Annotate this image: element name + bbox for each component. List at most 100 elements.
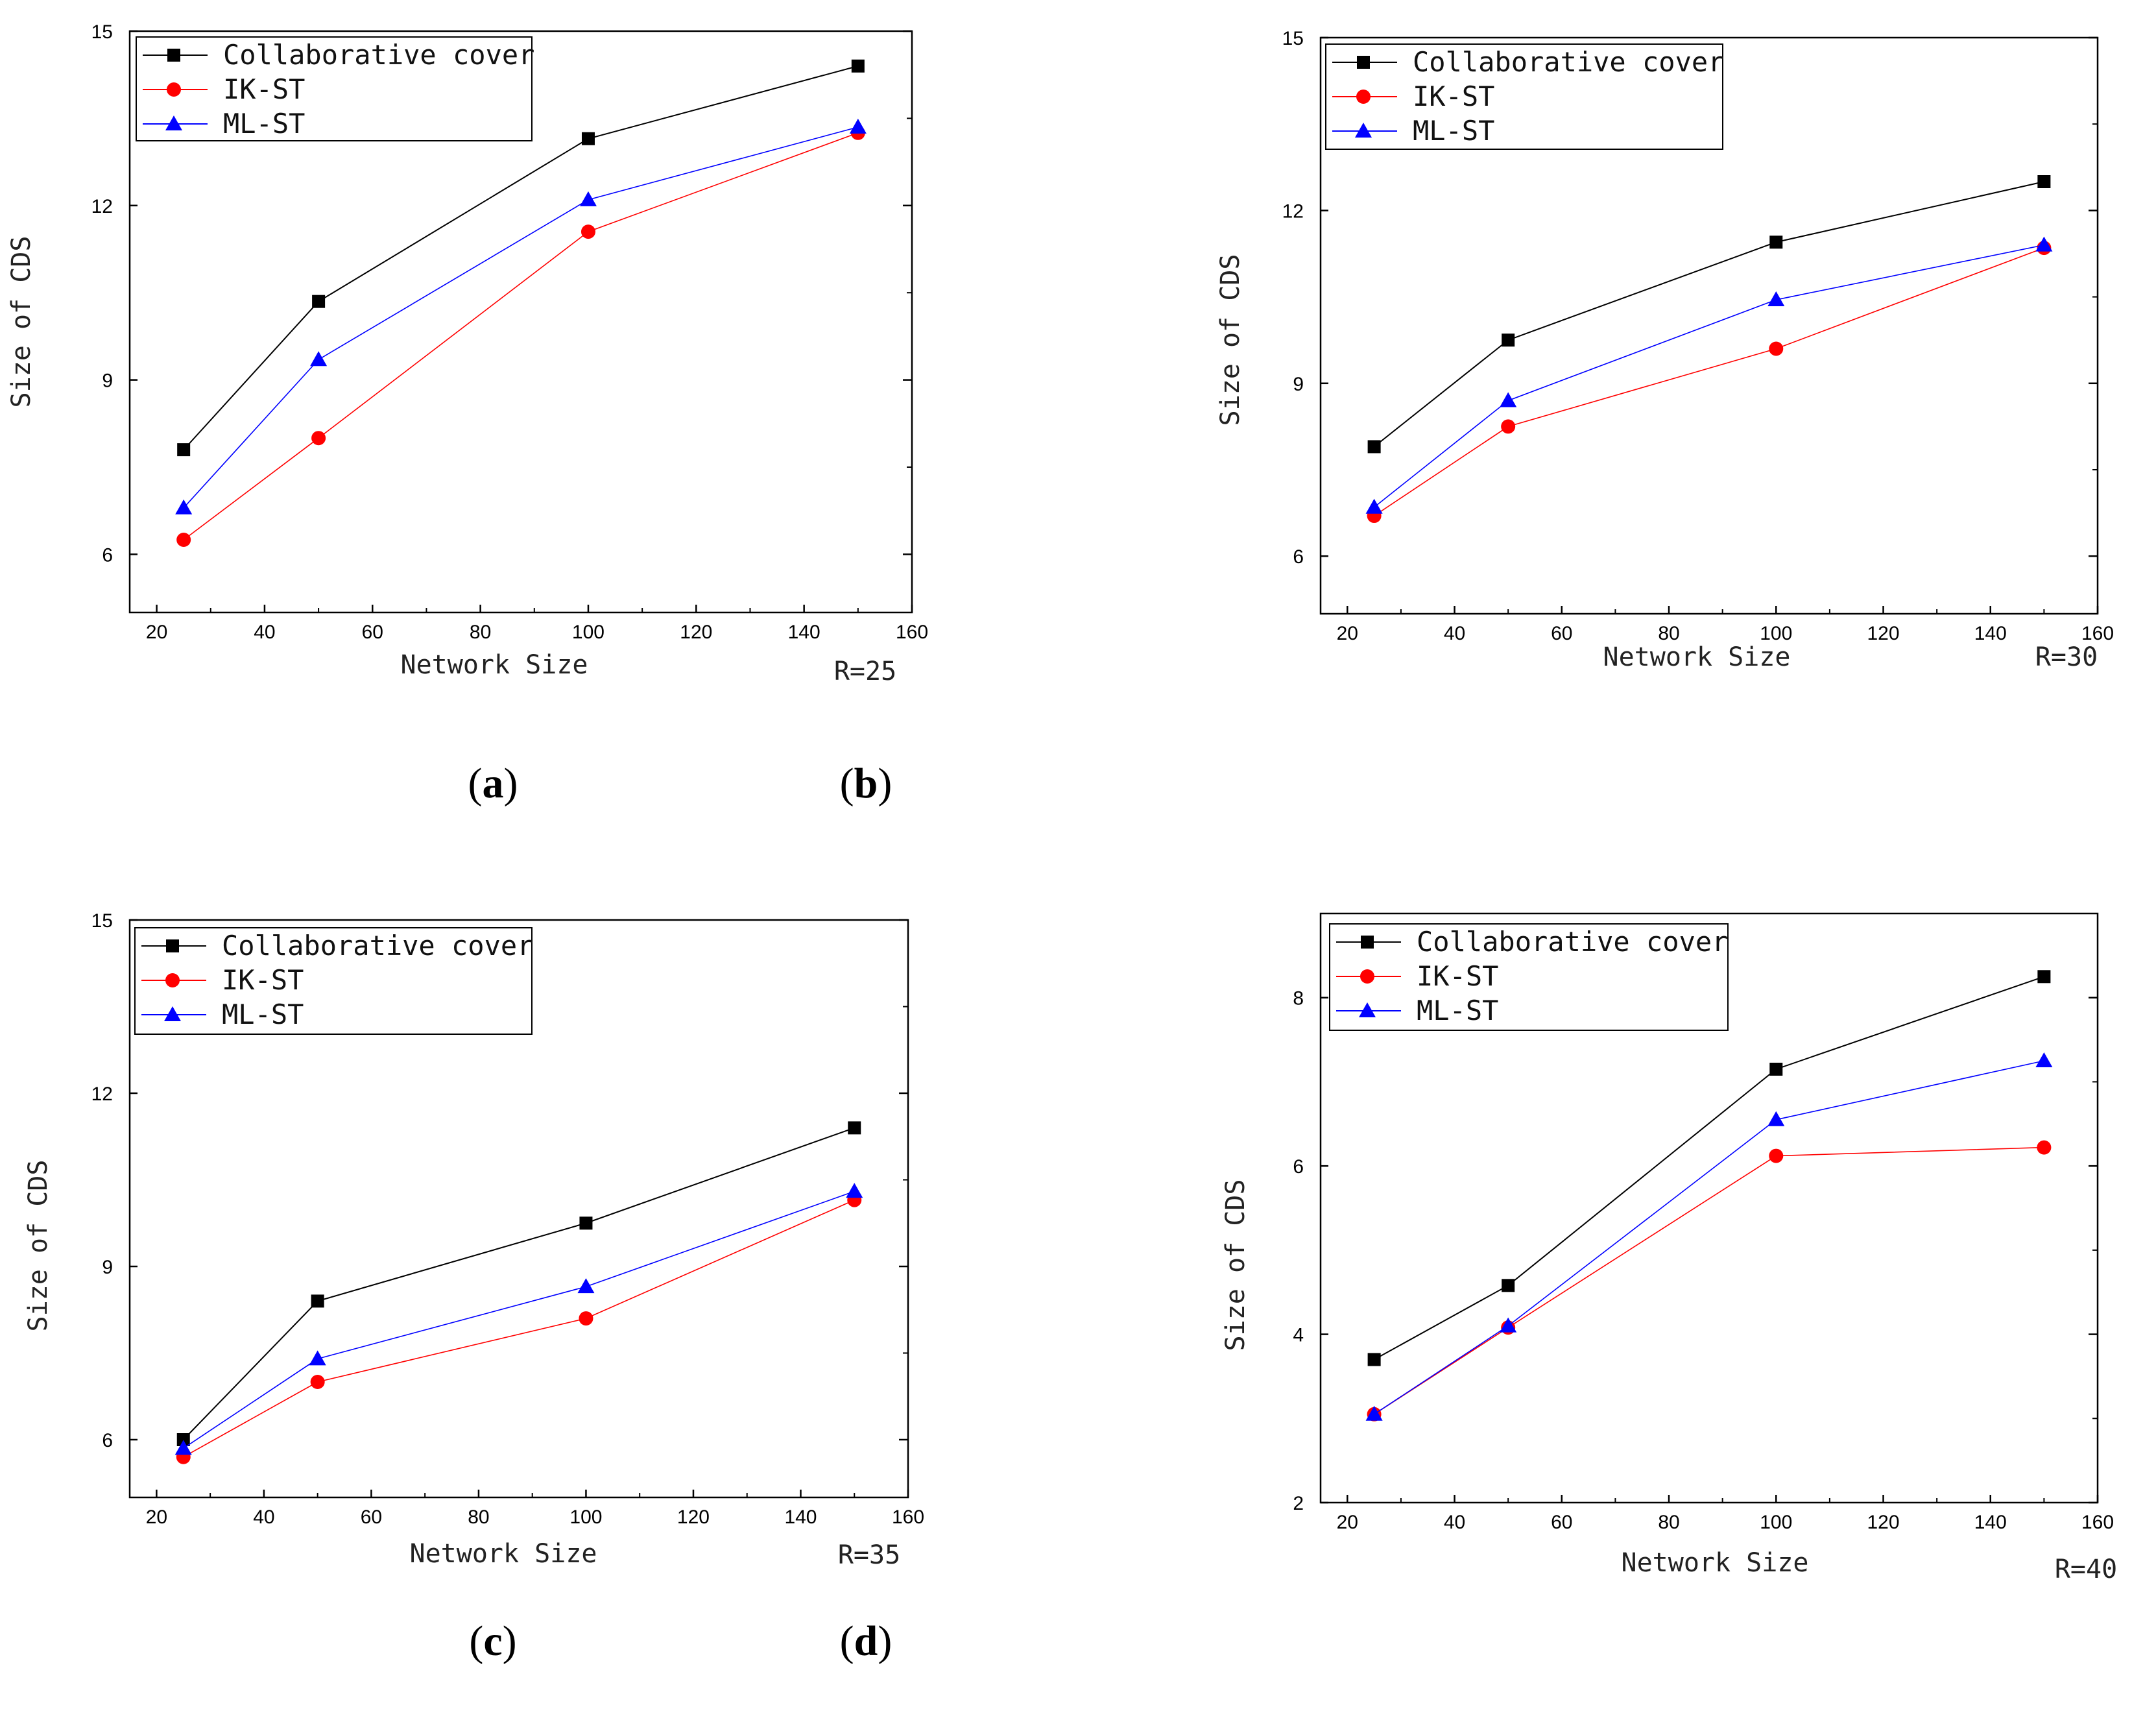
chart-b-ml-st-point xyxy=(1500,392,1517,407)
chart-d-collab-point xyxy=(1367,1353,1381,1366)
chart-a-legend-ml-st-label: ML-ST xyxy=(223,108,305,139)
chart-a-y-tick-label: 9 xyxy=(102,370,113,392)
chart-d-ik-st-line xyxy=(1374,1146,2044,1415)
chart-a-ml-st-point xyxy=(310,351,328,367)
chart-a-x-tick-label: 140 xyxy=(788,622,820,643)
chart-d-legend-ik-st-label: IK-ST xyxy=(1417,960,1498,992)
chart-a-legend-ik-st-swatch-marker xyxy=(167,82,181,97)
chart-d-legend-ml-st-label: ML-ST xyxy=(1417,995,1498,1026)
chart-b-collab-point xyxy=(1502,333,1515,347)
chart-b-plot-frame xyxy=(1319,36,2099,615)
chart-a-ik-st-point xyxy=(311,431,326,446)
chart-b-x-tick-label: 60 xyxy=(1551,623,1572,644)
chart-d-x-tick-label: 60 xyxy=(1551,1512,1572,1533)
chart-a-collab-line xyxy=(183,65,859,450)
chart-a-y-tick-label: 15 xyxy=(91,21,113,43)
chart-d-radius-note: R=40 xyxy=(2055,1555,2117,1584)
chart-c-radius-note: R=35 xyxy=(838,1540,900,1570)
caption-a-letter: a xyxy=(482,760,504,807)
chart-c-legend-ml-st-swatch-marker xyxy=(164,1006,181,1021)
chart-b-ik-st-point xyxy=(1769,341,1784,356)
chart-a-plot-frame xyxy=(128,30,913,614)
chart-b-collab-point xyxy=(2037,175,2051,188)
chart-d-collab-point xyxy=(2037,970,2051,984)
chart-d-ik-st-point xyxy=(2037,1140,2052,1155)
chart-a-x-tick-label: 80 xyxy=(470,622,491,643)
caption-b: (b) xyxy=(839,760,892,807)
chart-c-x-tick-label: 80 xyxy=(468,1506,489,1528)
caption-d: (d) xyxy=(839,1617,892,1665)
chart-panel-b: 20 40 60 80 100 120 140 160 6 9 12 15 Network Size Si… xyxy=(840,0,2156,859)
chart-c-svg: 20 40 60 80 100 120 140 160 6 9 12 15 Network Size Si… xyxy=(23,910,924,1570)
chart-b-svg: 20 40 60 80 100 120 140 160 6 9 12 15 Network Size Si… xyxy=(1216,28,2114,672)
chart-b-y-tick-label: 12 xyxy=(1282,200,1304,222)
chart-c-y-axis-title: Size of CDS xyxy=(23,1160,53,1332)
chart-b-legend-ml-st-label: ML-ST xyxy=(1413,115,1494,147)
chart-panel-d: 20 40 60 80 100 120 140 160 2 4 6 8 Network Size Size… xyxy=(840,859,2156,1718)
chart-d-x-tick-label: 80 xyxy=(1658,1512,1679,1533)
chart-d-ml-st-point xyxy=(1767,1111,1785,1126)
chart-c-x-tick-label: 160 xyxy=(892,1506,924,1528)
caption-d-letter: d xyxy=(854,1617,878,1665)
chart-b-collab-line xyxy=(1373,181,2044,448)
chart-b-y-tick-label: 15 xyxy=(1282,28,1304,49)
chart-d-x-axis-title: Network Size xyxy=(1622,1548,1809,1578)
chart-a-legend-collab-label: Collaborative cover xyxy=(223,39,534,71)
chart-c-collab-point xyxy=(848,1121,861,1135)
chart-c-x-axis-title: Network Size xyxy=(410,1539,597,1569)
chart-b-y-tick-label: 6 xyxy=(1293,546,1304,568)
chart-d-x-tick-label: 140 xyxy=(1974,1512,2007,1533)
chart-a-ml-st-line xyxy=(183,127,859,509)
chart-b-legend-ik-st-label: IK-ST xyxy=(1413,80,1494,112)
chart-d-ml-st-point xyxy=(1500,1317,1517,1333)
chart-c-y-tick-label: 12 xyxy=(91,1083,113,1105)
chart-c-collab-point xyxy=(579,1216,593,1230)
caption-a: (a) xyxy=(468,760,518,807)
chart-a-ml-st-point xyxy=(175,499,193,514)
chart-c-ml-st-line xyxy=(183,1191,855,1449)
chart-b-x-axis-title: Network Size xyxy=(1603,642,1791,672)
chart-a-collab-point xyxy=(177,443,191,457)
chart-d-y-axis-title: Size of CDS xyxy=(1221,1180,1251,1351)
chart-c-x-tick-label: 120 xyxy=(677,1506,710,1528)
chart-c-x-tick-label: 140 xyxy=(784,1506,817,1528)
chart-a-x-tick-label: 20 xyxy=(146,622,167,643)
chart-c-collab-point xyxy=(176,1433,190,1446)
chart-c-legend-ik-st-label: IK-ST xyxy=(222,964,304,996)
chart-d-y-tick-label: 6 xyxy=(1293,1156,1304,1178)
chart-d-plot-frame xyxy=(1319,912,2099,1504)
chart-c-ik-st-line xyxy=(183,1199,855,1458)
chart-d-ml-st-point xyxy=(1365,1405,1383,1421)
chart-c-x-tick-label: 60 xyxy=(361,1506,382,1528)
chart-d-y-tick-label: 8 xyxy=(1293,988,1304,1010)
chart-a-svg: 20 40 60 80 100 120 140 160 6 9 12 15 Network Size Si… xyxy=(6,21,928,686)
chart-b-x-tick-label: 40 xyxy=(1444,623,1465,644)
chart-a-x-tick-label: 120 xyxy=(680,622,712,643)
chart-c-ik-st-point xyxy=(579,1311,593,1326)
chart-d-legend-ik-st-swatch-marker xyxy=(1360,969,1374,984)
chart-a-legend-ml-st-swatch-marker xyxy=(165,115,182,130)
chart-c-ml-st-point xyxy=(309,1350,326,1366)
chart-a-y-tick-label: 12 xyxy=(91,196,113,217)
chart-b-y-tick-label: 9 xyxy=(1293,374,1304,395)
chart-d-collab-point xyxy=(1502,1279,1515,1292)
chart-d-ik-st-point xyxy=(1769,1148,1784,1163)
chart-c-plot-frame xyxy=(128,919,909,1499)
chart-a-x-axis-title: Network Size xyxy=(401,650,588,680)
chart-b-ml-st-point xyxy=(2035,236,2053,252)
chart-b-legend-ml-st-swatch-marker xyxy=(1355,123,1372,138)
chart-c-y-tick-label: 15 xyxy=(91,910,113,932)
chart-b-x-tick-label: 100 xyxy=(1760,623,1792,644)
chart-a-ml-st-point xyxy=(579,191,597,206)
chart-c-y-tick-label: 6 xyxy=(102,1430,113,1451)
chart-d-x-tick-label: 100 xyxy=(1760,1512,1792,1533)
chart-a-collab-point xyxy=(851,59,865,73)
chart-d-legend-collab-label: Collaborative cover xyxy=(1417,926,1728,958)
chart-d-y-tick-label: 2 xyxy=(1293,1493,1304,1514)
chart-b-legend-collab-label: Collaborative cover xyxy=(1413,46,1724,78)
chart-a-x-tick-label: 40 xyxy=(254,622,275,643)
chart-d-collab-line xyxy=(1374,976,2044,1361)
chart-a-x-tick-label: 100 xyxy=(572,622,605,643)
chart-a-x-tick-label: 60 xyxy=(362,622,383,643)
chart-a-collab-point xyxy=(581,132,595,145)
